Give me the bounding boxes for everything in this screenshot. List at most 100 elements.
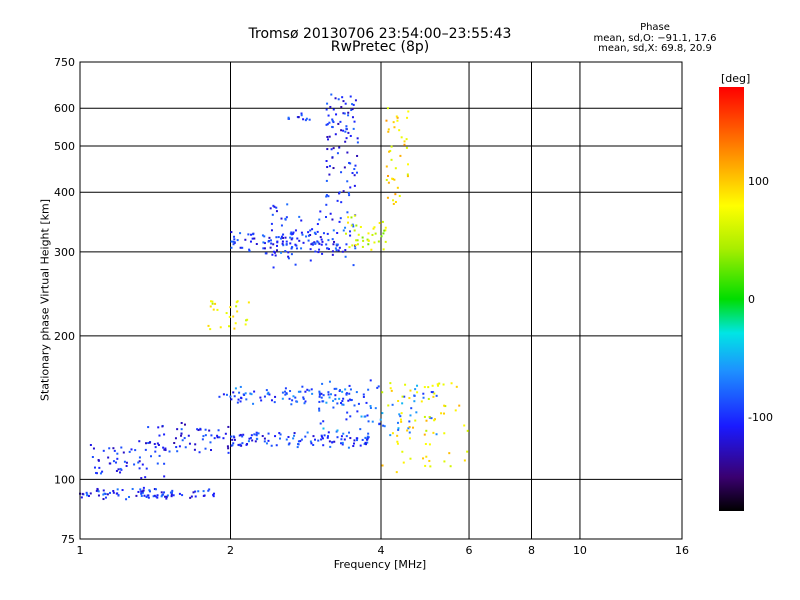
data-point (153, 488, 156, 491)
data-point (463, 459, 466, 462)
data-point (163, 433, 166, 436)
data-point (319, 210, 322, 213)
data-point (442, 383, 445, 386)
data-point (287, 435, 290, 438)
data-point (336, 199, 339, 202)
data-point (396, 116, 399, 119)
data-point (318, 393, 321, 396)
data-point (348, 246, 351, 249)
x-tick-label: 6 (466, 544, 473, 557)
data-point (282, 244, 285, 247)
data-point (344, 130, 347, 133)
data-point (398, 194, 401, 197)
data-point (344, 226, 347, 229)
data-point (332, 167, 335, 170)
data-point (193, 448, 196, 451)
colorbar-label: [deg] (721, 72, 750, 85)
data-point (378, 422, 381, 425)
data-point (466, 429, 469, 432)
data-point (381, 220, 384, 223)
data-point (296, 446, 299, 449)
data-point (192, 491, 195, 494)
data-point (325, 243, 328, 246)
data-point (188, 442, 191, 445)
data-point (317, 251, 320, 254)
data-point (341, 441, 344, 444)
data-point (164, 447, 167, 450)
data-point (93, 466, 96, 469)
data-point (366, 441, 369, 444)
data-point (342, 403, 345, 406)
data-point (300, 231, 303, 234)
data-point (239, 385, 242, 388)
data-point (385, 178, 388, 181)
data-point (354, 247, 357, 250)
data-point (334, 97, 337, 100)
data-point (233, 436, 236, 439)
data-point (369, 379, 372, 382)
data-point (233, 238, 236, 241)
data-point (225, 312, 228, 315)
data-point (436, 383, 439, 386)
data-point (290, 403, 293, 406)
data-point (353, 184, 356, 187)
data-point (302, 118, 305, 121)
data-point (371, 233, 374, 236)
data-point (366, 438, 369, 441)
data-point (275, 249, 278, 252)
data-point (353, 168, 356, 171)
data-point (326, 247, 329, 250)
data-point (250, 393, 253, 396)
data-point (320, 243, 323, 246)
data-point (137, 461, 140, 464)
data-point (328, 165, 331, 168)
data-point (226, 445, 229, 448)
data-point (430, 391, 433, 394)
data-point (330, 93, 333, 96)
data-point (251, 237, 254, 240)
data-point (319, 422, 322, 425)
data-point (352, 264, 355, 267)
data-point (120, 446, 123, 449)
data-point (80, 496, 83, 499)
data-point (325, 108, 328, 111)
data-point (398, 129, 401, 132)
data-point (351, 172, 354, 175)
data-point (262, 241, 265, 244)
data-point (248, 248, 251, 251)
data-point (292, 231, 295, 234)
data-point (409, 414, 412, 417)
data-point (268, 393, 271, 396)
data-point (300, 247, 303, 250)
data-point (287, 116, 290, 119)
data-point (300, 114, 303, 117)
data-point (230, 246, 233, 249)
data-point (345, 137, 348, 140)
data-point (190, 495, 193, 498)
data-point (211, 300, 214, 303)
data-point (108, 447, 111, 450)
data-point (393, 178, 396, 181)
data-point (273, 401, 276, 404)
data-point (339, 120, 342, 123)
data-point (290, 231, 293, 234)
data-point (278, 432, 281, 435)
data-point (454, 409, 457, 412)
data-point (280, 235, 283, 238)
data-point (239, 433, 242, 436)
data-point (248, 437, 251, 440)
data-point (289, 236, 292, 239)
data-point (335, 249, 338, 252)
data-point (393, 126, 396, 129)
data-point (171, 491, 174, 494)
data-point (343, 438, 346, 441)
data-point (385, 165, 388, 168)
data-point (217, 429, 220, 432)
data-point (304, 400, 307, 403)
data-point (137, 490, 140, 493)
data-point (391, 432, 394, 435)
data-point (432, 431, 435, 434)
data-point (290, 253, 293, 256)
data-point (350, 224, 353, 227)
data-point (416, 391, 419, 394)
